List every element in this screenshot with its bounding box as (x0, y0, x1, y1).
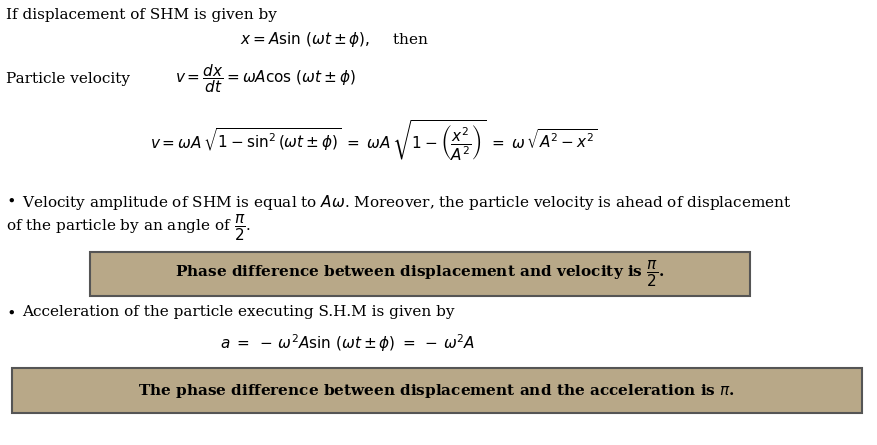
Text: $\bullet$: $\bullet$ (6, 193, 15, 207)
FancyBboxPatch shape (12, 368, 861, 413)
Text: $a \;=\; -\,\omega^2 A \sin\,(\omega t \pm \phi) \;=\; -\,\omega^2 A$: $a \;=\; -\,\omega^2 A \sin\,(\omega t \… (220, 332, 474, 354)
Text: Acceleration of the particle executing S.H.M is given by: Acceleration of the particle executing S… (22, 305, 454, 319)
Text: If displacement of SHM is given by: If displacement of SHM is given by (6, 8, 276, 22)
Text: Velocity amplitude of SHM is equal to $A\omega$. Moreover, the particle velocity: Velocity amplitude of SHM is equal to $A… (22, 193, 791, 212)
Text: Phase difference between displacement and velocity is $\dfrac{\pi}{2}$.: Phase difference between displacement an… (175, 259, 664, 289)
Text: $x = A \sin\,(\omega t \pm \phi), \quad$ then: $x = A \sin\,(\omega t \pm \phi), \quad$… (239, 30, 428, 49)
Text: The phase difference between displacement and the acceleration is $\pi$.: The phase difference between displacemen… (139, 381, 735, 400)
Text: of the particle by an angle of $\dfrac{\pi}{2}$.: of the particle by an angle of $\dfrac{\… (6, 213, 251, 243)
Text: $v = \omega A\,\sqrt{1 - \sin^2(\omega t \pm \phi)} \;=\; \omega A\,\sqrt{1 - \l: $v = \omega A\,\sqrt{1 - \sin^2(\omega t… (150, 118, 597, 163)
FancyBboxPatch shape (90, 252, 749, 296)
Text: $\bullet$: $\bullet$ (6, 305, 15, 319)
Text: Particle velocity: Particle velocity (6, 72, 130, 86)
Text: $v = \dfrac{dx}{dt} = \omega A \cos\,(\omega t \pm \phi)$: $v = \dfrac{dx}{dt} = \omega A \cos\,(\o… (175, 62, 355, 95)
